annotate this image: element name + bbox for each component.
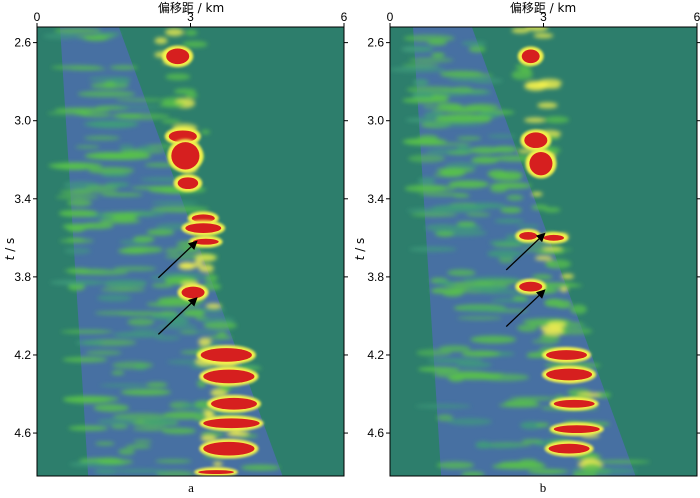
strong-event	[171, 142, 200, 170]
x-tick-label: 6	[341, 10, 348, 24]
strong-event	[198, 470, 234, 475]
strong-event	[548, 443, 590, 454]
strong-event	[519, 281, 543, 292]
strong-event	[185, 223, 222, 233]
strong-event	[521, 49, 540, 64]
y-tick-label: 2.6	[367, 36, 384, 50]
panel-a: 偏移距 / km 0 3 6 2.6 3.0 3.4 3.8 4.2 4.6 t / s a	[3, 0, 348, 495]
panel-b: 偏移距 / km 0 3 6 2.6 3.0 3.4 3.8 4.2 4.6 t / s b	[353, 0, 700, 495]
strong-event	[177, 177, 199, 190]
panel-a-plot-area	[37, 27, 344, 476]
strong-event	[210, 397, 258, 410]
panel-b-label: b	[540, 480, 547, 495]
strong-event	[181, 286, 205, 299]
panel-b-y-ticks: 2.6 3.0 3.4 3.8 4.2 4.6	[367, 36, 700, 440]
strong-event	[166, 48, 190, 65]
strong-event	[191, 214, 215, 223]
strong-event	[200, 348, 252, 362]
strong-event	[524, 132, 548, 149]
strong-event	[529, 151, 553, 176]
panel-b-frame	[389, 26, 698, 477]
strong-event	[546, 350, 587, 360]
panel-a-label: a	[188, 480, 194, 495]
x-tick-label: 0	[387, 10, 394, 24]
panel-b-plot-area	[390, 27, 697, 476]
y-tick-label: 4.2	[367, 348, 384, 362]
x-tick-label: 0	[34, 10, 41, 24]
y-tick-label: 4.6	[367, 426, 384, 440]
strong-event	[519, 231, 538, 240]
y-tick-label: 3.0	[14, 114, 31, 128]
y-tick-label: 3.0	[367, 114, 384, 128]
strong-event	[203, 441, 255, 456]
panel-a-frame	[36, 26, 345, 477]
strong-event	[553, 399, 595, 408]
y-tick-label: 3.4	[367, 192, 384, 206]
panel-a-ylabel: t / s	[3, 238, 17, 261]
y-tick-label: 3.8	[367, 270, 384, 284]
y-tick-label: 4.6	[14, 426, 31, 440]
panel-a-y-ticks: 2.6 3.0 3.4 3.8 4.2 4.6	[14, 36, 348, 440]
y-tick-label: 3.8	[14, 270, 31, 284]
strong-event	[546, 368, 593, 381]
annotation-arrow	[157, 297, 198, 335]
y-tick-label: 2.6	[14, 36, 31, 50]
strong-event	[193, 238, 219, 245]
annotation-arrow	[505, 289, 546, 328]
panel-b-xlabel: 偏移距 / km	[510, 0, 576, 15]
panel-a-events	[162, 45, 264, 476]
x-tick-label: 3	[540, 10, 547, 24]
strong-event	[168, 130, 197, 143]
strong-event	[203, 369, 255, 384]
annotation-arrow	[157, 240, 198, 279]
strong-event	[203, 418, 260, 429]
panel-a-xlabel: 偏移距 / km	[158, 0, 224, 15]
panel-b-ylabel: t / s	[353, 238, 367, 261]
y-tick-label: 3.4	[14, 192, 31, 206]
strong-event	[553, 425, 600, 434]
x-tick-label: 6	[694, 10, 700, 24]
x-tick-label: 3	[187, 10, 194, 24]
strong-event	[543, 234, 564, 241]
y-tick-label: 4.2	[14, 348, 31, 362]
annotation-arrow	[505, 232, 546, 271]
